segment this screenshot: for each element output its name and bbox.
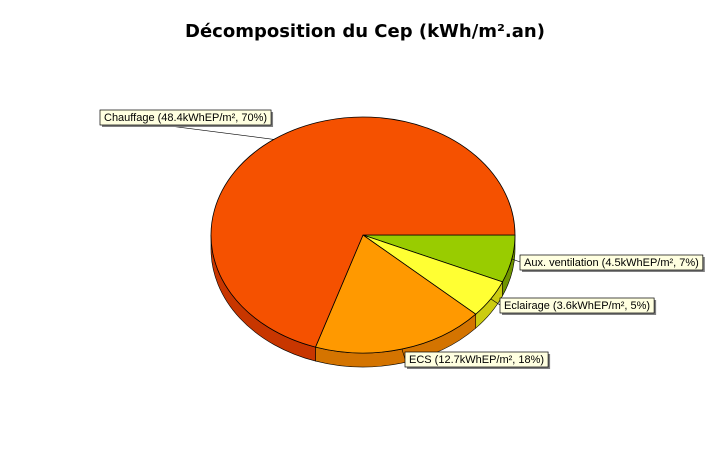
data-label-text: Aux. ventilation (4.5kWhEP/m², 7%) xyxy=(524,257,699,269)
pie-slice-group xyxy=(210,116,516,354)
data-label-chauffage: Chauffage (48.4kWhEP/m², 70%) xyxy=(99,109,274,127)
data-label-group: Aux. ventilation (4.5kWhEP/m², 7%) Eclair… xyxy=(99,109,705,369)
data-label-box xyxy=(499,297,655,314)
data-label-box xyxy=(404,351,549,368)
pie-slice-chauffage xyxy=(210,116,516,348)
data-label-text: Eclairage (3.6kWhEP/m², 5%) xyxy=(504,300,650,312)
data-label-box xyxy=(99,109,272,126)
chart-title: Décomposition du Cep (kWh/m².an) xyxy=(185,21,545,42)
pie-slice-ecs xyxy=(314,234,477,354)
data-label-eclairage: Eclairage (3.6kWhEP/m², 5%) xyxy=(499,297,657,315)
data-label-ecs: ECS (12.7kWhEP/m², 18%) xyxy=(404,351,551,369)
leader-line-ecs xyxy=(401,348,406,360)
leader-line-aux-ventilation xyxy=(511,258,521,263)
data-label-text: ECS (12.7kWhEP/m², 18%) xyxy=(409,354,544,366)
leader-line-eclairage xyxy=(490,298,501,306)
data-label-aux-ventilation: Aux. ventilation (4.5kWhEP/m², 7%) xyxy=(519,254,705,272)
data-label-text: Chauffage (48.4kWhEP/m², 70%) xyxy=(104,112,267,124)
data-label-box xyxy=(519,254,704,271)
